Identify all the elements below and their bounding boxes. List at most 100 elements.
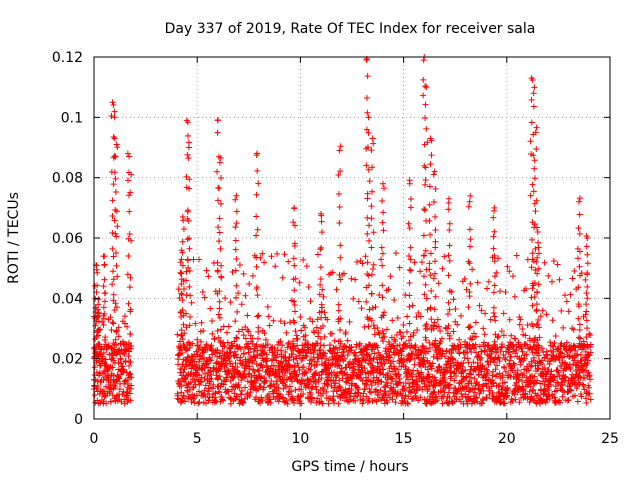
data-point [542, 388, 549, 395]
data-point [124, 150, 131, 157]
data-point [313, 340, 320, 347]
data-point [249, 358, 256, 365]
data-point [491, 282, 498, 289]
data-point [566, 353, 573, 360]
data-point [99, 319, 106, 326]
data-point [467, 280, 474, 287]
data-point [254, 292, 261, 299]
data-point [328, 330, 335, 337]
data-point [291, 302, 298, 309]
data-point [227, 400, 234, 407]
data-point [561, 378, 568, 385]
data-point [530, 282, 537, 289]
data-point [465, 258, 472, 265]
data-point [584, 271, 591, 278]
data-point [411, 355, 418, 362]
data-point [194, 342, 201, 349]
data-point [185, 218, 192, 225]
data-point [95, 296, 102, 303]
data-point [292, 328, 299, 335]
data-point [427, 305, 434, 312]
data-point [114, 273, 121, 280]
data-point [584, 260, 591, 267]
data-point [109, 319, 116, 326]
data-point [322, 359, 329, 366]
data-point [428, 316, 435, 323]
data-point [389, 376, 396, 383]
data-point [583, 243, 590, 250]
data-point [188, 299, 195, 306]
data-point [120, 367, 127, 374]
data-point [218, 262, 225, 269]
data-point [571, 347, 578, 354]
data-point [583, 399, 590, 406]
data-point [409, 371, 416, 378]
data-point [107, 377, 114, 384]
data-point [463, 286, 470, 293]
data-point [574, 398, 581, 405]
data-point [472, 319, 479, 326]
data-point [317, 335, 324, 342]
data-point [220, 397, 227, 404]
data-point [126, 348, 133, 355]
data-point [347, 344, 354, 351]
data-point [425, 386, 432, 393]
data-point [369, 304, 376, 311]
data-point [446, 257, 453, 264]
data-point [337, 254, 344, 261]
data-point [587, 331, 594, 338]
data-point [400, 387, 407, 394]
data-point [375, 391, 382, 398]
y-tick-label: 0.06 [52, 231, 83, 247]
data-point [421, 358, 428, 365]
data-point [565, 308, 572, 315]
data-point [361, 365, 368, 372]
data-point [414, 367, 421, 374]
data-point [541, 381, 548, 388]
data-point [340, 348, 347, 355]
data-point [513, 379, 520, 386]
data-point [294, 342, 301, 349]
data-point [380, 330, 387, 337]
data-point [245, 328, 252, 335]
data-point [209, 330, 216, 337]
data-point [495, 354, 502, 361]
data-point [401, 356, 408, 363]
data-point [419, 386, 426, 393]
data-point [428, 152, 435, 159]
data-point [292, 308, 299, 315]
data-point [233, 343, 240, 350]
data-point [307, 391, 314, 398]
data-point [298, 386, 305, 393]
data-point [520, 386, 527, 393]
data-point [420, 92, 427, 99]
data-point [216, 215, 223, 222]
data-point [421, 273, 428, 280]
data-point [587, 349, 594, 356]
data-point [427, 231, 434, 238]
data-point [435, 280, 442, 287]
data-point [186, 322, 193, 329]
data-point [359, 400, 366, 407]
data-point [249, 335, 256, 342]
data-point [467, 323, 474, 330]
data-point [102, 334, 109, 341]
data-point [127, 189, 134, 196]
data-point [528, 96, 535, 103]
data-point [583, 342, 590, 349]
data-point [555, 369, 562, 376]
data-point [233, 335, 240, 342]
data-point [291, 262, 298, 269]
data-point [384, 382, 391, 389]
data-point [305, 284, 312, 291]
data-point [359, 260, 366, 267]
data-point [177, 269, 184, 276]
data-point [108, 112, 115, 119]
data-point [174, 392, 181, 399]
data-point [123, 392, 130, 399]
data-point [112, 300, 119, 307]
data-point [524, 321, 531, 328]
data-point [573, 352, 580, 359]
data-point [551, 339, 558, 346]
data-point [569, 275, 576, 282]
